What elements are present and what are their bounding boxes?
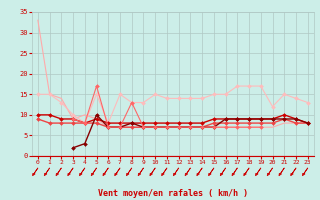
Text: Vent moyen/en rafales ( km/h ): Vent moyen/en rafales ( km/h ) <box>98 189 248 198</box>
